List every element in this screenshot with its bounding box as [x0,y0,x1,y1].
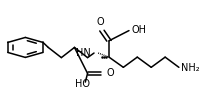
Text: O: O [106,68,114,78]
Text: HO: HO [75,79,90,89]
Text: HN: HN [76,48,91,58]
Text: O: O [96,17,104,27]
Text: OH: OH [131,25,146,35]
Text: NH₂: NH₂ [181,63,200,73]
